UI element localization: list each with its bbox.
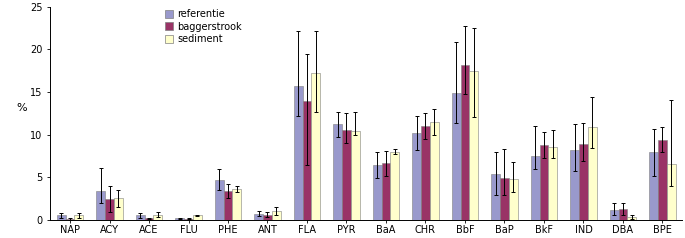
Bar <box>500 178 509 220</box>
Bar <box>193 215 201 220</box>
Bar <box>136 215 145 220</box>
Bar <box>509 179 518 220</box>
Bar <box>658 140 667 220</box>
Bar <box>540 145 548 220</box>
Bar <box>145 218 153 220</box>
Bar <box>232 189 241 220</box>
Bar <box>66 219 75 220</box>
Bar <box>421 126 429 220</box>
Bar <box>303 101 312 220</box>
Bar <box>588 127 597 220</box>
Bar <box>460 65 469 220</box>
Bar <box>334 124 342 220</box>
Bar <box>412 133 421 220</box>
Bar <box>579 144 588 220</box>
Bar <box>571 150 579 220</box>
Bar <box>373 165 382 220</box>
Bar <box>75 215 83 220</box>
Bar <box>342 130 351 220</box>
Bar <box>667 164 675 220</box>
Bar <box>531 156 540 220</box>
Bar <box>175 218 184 220</box>
Bar <box>469 71 478 220</box>
Bar <box>263 215 272 220</box>
Bar <box>114 198 123 220</box>
Bar <box>351 131 360 220</box>
Y-axis label: %: % <box>16 103 27 113</box>
Bar <box>452 93 460 220</box>
Bar <box>272 211 281 220</box>
Bar <box>627 217 636 220</box>
Bar <box>215 180 224 220</box>
Bar <box>224 191 232 220</box>
Bar <box>390 152 399 220</box>
Bar <box>97 191 105 220</box>
Bar <box>105 199 114 220</box>
Bar <box>184 219 193 220</box>
Bar <box>254 214 263 220</box>
Bar <box>294 86 303 220</box>
Bar <box>619 209 627 220</box>
Bar <box>57 215 66 220</box>
Bar <box>312 73 320 220</box>
Bar <box>548 147 557 220</box>
Bar <box>429 122 438 220</box>
Bar <box>491 174 500 220</box>
Bar <box>153 215 162 220</box>
Bar <box>382 164 390 220</box>
Bar <box>649 152 658 220</box>
Bar <box>610 210 619 220</box>
Legend: referentie, baggerstrook, sediment: referentie, baggerstrook, sediment <box>162 7 244 46</box>
